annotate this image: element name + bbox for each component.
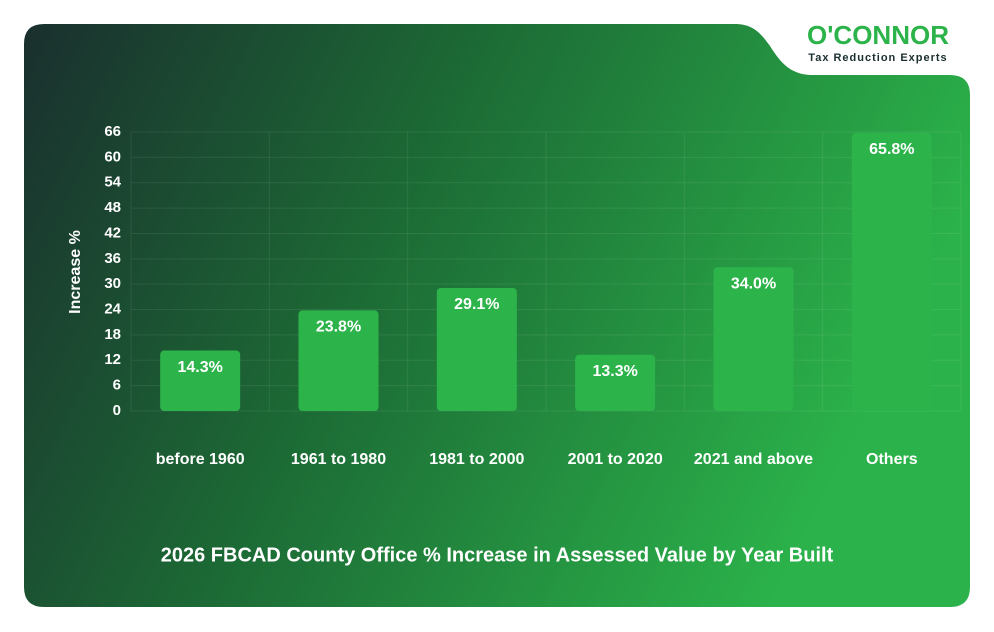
brand-name: O'CONNOR (807, 20, 949, 50)
y-tick-label: 30 (104, 275, 121, 292)
value-label: 13.3% (592, 363, 637, 380)
value-label: 29.1% (454, 296, 499, 313)
bar (160, 350, 241, 411)
chart-title: 2026 FBCAD County Office % Increase in A… (161, 544, 834, 566)
y-tick-label: 60 (104, 148, 121, 165)
value-label: 65.8% (869, 141, 914, 158)
bar (436, 287, 517, 411)
y-axis-label: Increase % (67, 230, 84, 314)
bar (575, 354, 656, 411)
y-tick-label: 6 (113, 377, 121, 394)
bar (298, 310, 379, 411)
y-tick-label: 36 (104, 250, 121, 267)
x-tick-label: 1961 to 1980 (291, 451, 386, 468)
y-tick-label: 48 (104, 199, 121, 216)
value-label: 14.3% (177, 359, 222, 376)
y-tick-label: 54 (104, 174, 121, 191)
x-tick-label: 2001 to 2020 (568, 451, 663, 468)
y-tick-label: 0 (113, 402, 121, 419)
value-label: 34.0% (731, 275, 776, 292)
y-tick-label: 42 (104, 224, 121, 241)
y-tick-label: 12 (104, 351, 121, 368)
x-tick-label: 1981 to 2000 (429, 451, 524, 468)
x-tick-label: before 1960 (156, 451, 245, 468)
bar (713, 267, 794, 411)
value-label: 23.8% (316, 319, 361, 336)
y-tick-label: 66 (104, 123, 121, 140)
y-tick-label: 18 (104, 326, 121, 343)
brand-tagline: Tax Reduction Experts (808, 52, 947, 64)
x-tick-label: 2021 and above (694, 451, 813, 468)
x-tick-label: Others (866, 451, 918, 468)
bar (851, 132, 932, 411)
y-tick-label: 24 (104, 301, 121, 318)
